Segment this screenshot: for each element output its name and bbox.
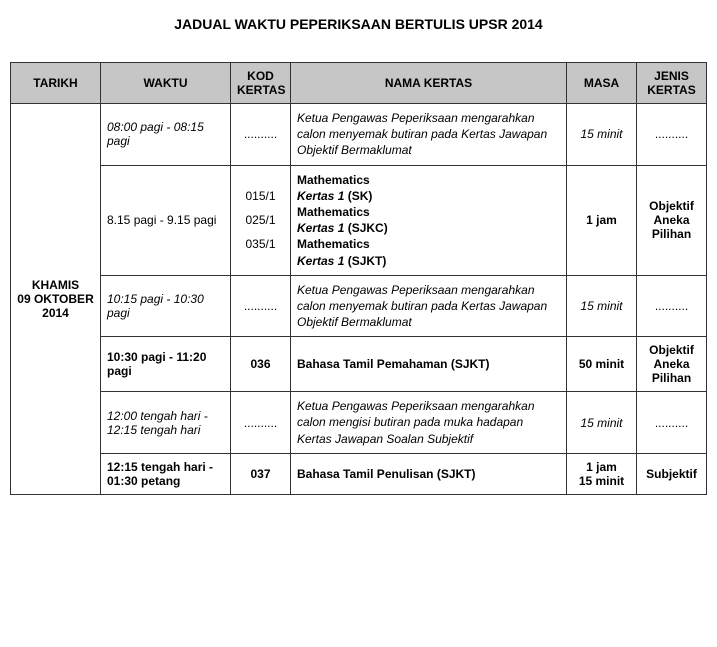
header-nama: NAMA KERTAS [291,63,567,104]
date-line2: 09 OKTOBER [17,292,94,306]
jenis-cell: Subjektif [637,453,707,494]
waktu-cell: 8.15 pagi - 9.15 pagi [101,165,231,275]
nama-cell: Bahasa Tamil Pemahaman (SJKT) [291,337,567,392]
nama-cell: Mathematics Kertas 1 (SK) Mathematics Ke… [291,165,567,275]
masa-line: 1 jam [573,460,630,474]
date-line3: 2014 [17,306,94,320]
page-title: JADUAL WAKTU PEPERIKSAAN BERTULIS UPSR 2… [10,16,707,32]
header-waktu: WAKTU [101,63,231,104]
kod-cell: 015/1 025/1 035/1 [231,165,291,275]
waktu-cell: 12:00 tengah hari - 12:15 tengah hari [101,392,231,454]
kod-cell: 036 [231,337,291,392]
table-row: KHAMIS 09 OKTOBER 2014 08:00 pagi - 08:1… [11,104,707,166]
kod-line: 035/1 [237,237,284,251]
school-code: (SK) [344,189,372,203]
masa-cell: 15 minit [567,392,637,454]
jenis-cell: .......... [637,104,707,166]
jenis-line: Aneka [643,357,700,371]
kertas-label: Kertas 1 [297,189,344,203]
waktu-cell: 08:00 pagi - 08:15 pagi [101,104,231,166]
kod-cell: .......... [231,392,291,454]
masa-line: 15 minit [573,474,630,488]
table-row: 10:30 pagi - 11:20 pagi 036 Bahasa Tamil… [11,337,707,392]
table-row: 10:15 pagi - 10:30 pagi .......... Ketua… [11,275,707,337]
nama-line: Kertas 1 (SJKC) [297,220,560,236]
jenis-line: Pilihan [643,371,700,385]
nama-cell: Ketua Pengawas Peperiksaan mengarahkan c… [291,104,567,166]
masa-cell: 15 minit [567,104,637,166]
masa-cell: 1 jam 15 minit [567,453,637,494]
header-masa: MASA [567,63,637,104]
header-jenis: JENIS KERTAS [637,63,707,104]
nama-line: Kertas 1 (SJKT) [297,253,560,269]
jenis-cell: .......... [637,392,707,454]
table-row: 12:15 tengah hari - 01:30 petang 037 Bah… [11,453,707,494]
waktu-cell: 10:15 pagi - 10:30 pagi [101,275,231,337]
nama-line: Mathematics [297,236,560,252]
date-line1: KHAMIS [17,278,94,292]
school-code: (SJKC) [344,221,387,235]
school-code: (SJKT) [344,254,386,268]
timetable: TARIKH WAKTU KOD KERTAS NAMA KERTAS MASA… [10,62,707,495]
header-row: TARIKH WAKTU KOD KERTAS NAMA KERTAS MASA… [11,63,707,104]
kertas-label: Kertas 1 [297,254,344,268]
masa-cell: 15 minit [567,275,637,337]
table-row: 8.15 pagi - 9.15 pagi 015/1 025/1 035/1 … [11,165,707,275]
jenis-line: Objektif [643,199,700,213]
waktu-cell: 10:30 pagi - 11:20 pagi [101,337,231,392]
kod-cell: .......... [231,104,291,166]
waktu-cell: 12:15 tengah hari - 01:30 petang [101,453,231,494]
header-tarikh: TARIKH [11,63,101,104]
nama-line: Mathematics [297,172,560,188]
kod-cell: 037 [231,453,291,494]
jenis-line: Aneka [643,213,700,227]
kod-line: 025/1 [237,213,284,227]
jenis-cell: Objektif Aneka Pilihan [637,165,707,275]
jenis-line: Objektif [643,343,700,357]
table-row: 12:00 tengah hari - 12:15 tengah hari ..… [11,392,707,454]
nama-cell: Ketua Pengawas Peperiksaan mengarahkan c… [291,392,567,454]
nama-line: Kertas 1 (SK) [297,188,560,204]
kod-line: 015/1 [237,189,284,203]
masa-cell: 50 minit [567,337,637,392]
jenis-line: Pilihan [643,227,700,241]
kod-cell: .......... [231,275,291,337]
nama-cell: Bahasa Tamil Penulisan (SJKT) [291,453,567,494]
nama-cell: Ketua Pengawas Peperiksaan mengarahkan c… [291,275,567,337]
date-cell: KHAMIS 09 OKTOBER 2014 [11,104,101,495]
header-kod: KOD KERTAS [231,63,291,104]
nama-line: Mathematics [297,204,560,220]
kertas-label: Kertas 1 [297,221,344,235]
jenis-cell: Objektif Aneka Pilihan [637,337,707,392]
jenis-cell: .......... [637,275,707,337]
masa-cell: 1 jam [567,165,637,275]
